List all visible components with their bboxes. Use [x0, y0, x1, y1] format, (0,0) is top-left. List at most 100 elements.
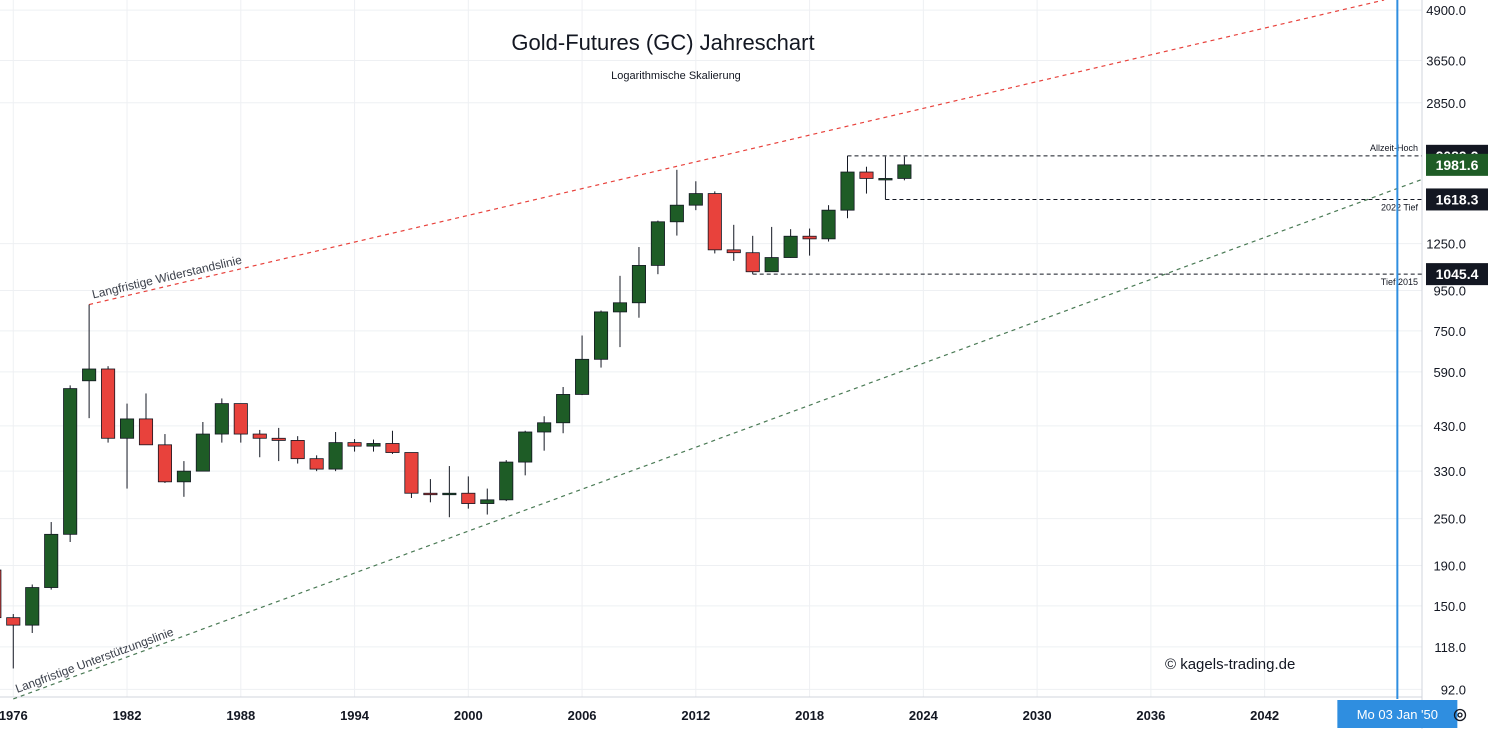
candle-body — [878, 178, 893, 181]
candle-body — [0, 569, 2, 619]
candle — [176, 461, 191, 497]
copyright: © kagels-trading.de — [1165, 656, 1295, 673]
price-badge — [1426, 263, 1488, 286]
crosshair-date-box — [1337, 700, 1458, 728]
candle-body — [176, 470, 191, 483]
price-badge-label: 1045.4 — [1436, 266, 1479, 282]
candle-body — [423, 492, 438, 496]
candle-body — [669, 204, 684, 223]
candle — [347, 439, 362, 452]
chart-title: Gold-Futures (GC) Jahreschart — [511, 30, 814, 55]
candle — [0, 569, 2, 619]
y-tick-label: 92.0 — [1441, 682, 1466, 697]
candle-body — [63, 388, 78, 535]
candles — [0, 155, 912, 669]
candle — [537, 416, 552, 451]
horizontal-lines: Allzeit-Hoch 2022 Tief Tief 2015 — [752, 143, 1422, 287]
candle-body — [271, 437, 286, 441]
candle — [82, 304, 97, 419]
candle — [840, 155, 855, 219]
candle — [480, 488, 495, 515]
x-tick-label: 1976 — [0, 708, 28, 723]
candle — [442, 466, 457, 518]
candle-body — [726, 249, 741, 254]
candle-body — [518, 431, 533, 463]
candle — [385, 430, 400, 454]
candle — [802, 228, 817, 256]
y-tick-label: 190.0 — [1433, 558, 1466, 573]
candle — [556, 386, 571, 434]
candle — [726, 224, 741, 261]
y-tick-label: 4900.0 — [1426, 3, 1466, 18]
candle-body — [593, 311, 609, 360]
candle — [233, 403, 248, 443]
y-tick-label: 3650.0 — [1426, 53, 1466, 68]
y-tick-label: 750.0 — [1433, 324, 1466, 339]
y-tick-label: 330.0 — [1433, 464, 1466, 479]
candle-body — [233, 403, 248, 435]
candle — [669, 169, 684, 236]
y-tick-label: 250.0 — [1433, 512, 1466, 527]
y-axis: 4900.0 3650.0 2850.0 1250.0 950.0 750.0 590.0 4… — [1426, 3, 1466, 697]
candle-body — [25, 587, 40, 626]
candle-body — [783, 235, 798, 258]
candle-body — [612, 302, 628, 313]
price-badge — [1426, 153, 1488, 176]
candle — [783, 229, 798, 258]
x-tick-label: 2018 — [795, 708, 824, 723]
level-label: Allzeit-Hoch — [1370, 143, 1418, 153]
candle — [631, 247, 646, 318]
candle-body — [480, 499, 495, 504]
price-badge-label: 1618.3 — [1436, 191, 1479, 207]
candle-body — [859, 171, 874, 179]
x-tick-label: 2006 — [568, 708, 597, 723]
chart-subtitle: Logarithmische Skalierung — [611, 70, 741, 82]
x-tick-label: 2030 — [1023, 708, 1052, 723]
y-tick-label: 950.0 — [1433, 283, 1466, 298]
candle — [745, 235, 760, 275]
candle — [423, 479, 438, 503]
candle — [878, 156, 893, 200]
candle — [764, 226, 779, 273]
candle — [157, 434, 172, 483]
y-tick-label: 430.0 — [1433, 419, 1466, 434]
candle — [575, 335, 590, 396]
candle — [821, 205, 836, 242]
candle-body — [138, 418, 154, 446]
candle — [271, 427, 286, 462]
candle — [328, 431, 343, 472]
candle-body — [442, 492, 457, 496]
candle — [290, 436, 305, 464]
y-tick-label: 150.0 — [1433, 599, 1466, 614]
x-axis: 1976 1982 1988 1994 2000 2006 2012 2018 2024 2030… — [0, 708, 1279, 723]
candle — [612, 275, 628, 348]
candle-body — [631, 265, 646, 304]
candle-body — [366, 443, 381, 447]
candle-body — [214, 403, 229, 435]
candle — [309, 455, 324, 472]
candle-body — [385, 443, 400, 453]
x-tick-label: 2024 — [909, 708, 939, 723]
candle-body — [537, 422, 552, 433]
settings-icon[interactable] — [1453, 708, 1467, 722]
candle — [101, 366, 116, 443]
candle-body — [764, 257, 779, 273]
y-tick-label: 118.0 — [1434, 640, 1466, 655]
candle-body — [840, 171, 855, 211]
candle-body — [707, 193, 722, 251]
x-tick-label: 2000 — [454, 708, 483, 723]
candle — [518, 430, 533, 476]
crosshair: Mo 03 Jan '50 — [1337, 0, 1458, 728]
candle — [195, 421, 210, 472]
x-tick-label: 2036 — [1136, 708, 1165, 723]
level-label: Tief 2015 — [1381, 277, 1418, 287]
x-tick-label: 1994 — [340, 708, 370, 723]
candle — [707, 191, 722, 254]
candle-body — [290, 440, 305, 460]
price-badge-label: 1981.6 — [1436, 157, 1479, 173]
candle — [252, 429, 267, 458]
y-tick-label: 2850.0 — [1426, 96, 1466, 111]
candle — [499, 460, 514, 502]
candle — [119, 403, 135, 489]
